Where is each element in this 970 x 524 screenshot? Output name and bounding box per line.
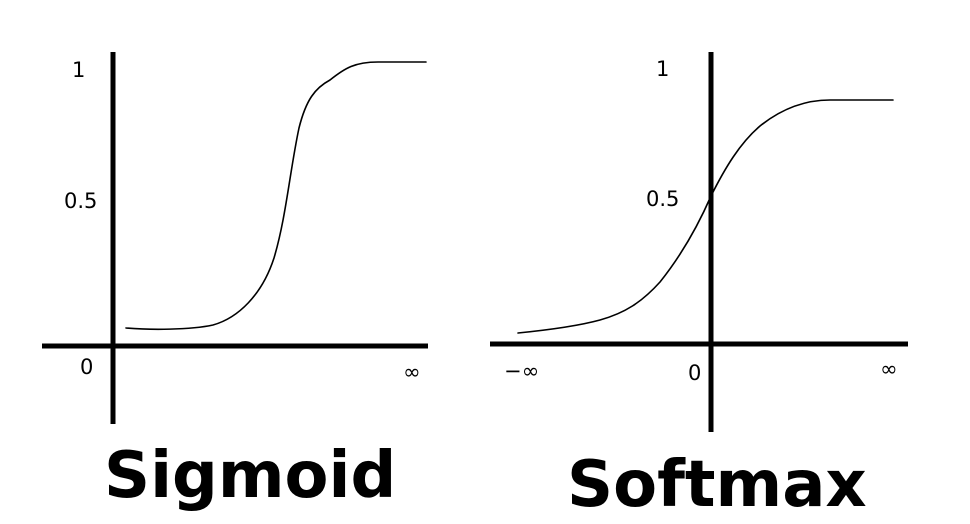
softmax-title: Softmax [567, 448, 867, 522]
softmax-curve [517, 99, 894, 334]
softmax-y-label-1: 1 [656, 57, 669, 81]
sigmoid-title: Sigmoid [104, 439, 396, 513]
softmax-x-label-neg-infinity: −∞ [504, 359, 539, 383]
sigmoid-origin-label: 0 [80, 355, 93, 379]
sigmoid-x-label-infinity: ∞ [403, 360, 421, 384]
sigmoid-curve [125, 61, 427, 331]
sigmoid-panel: 1 0.5 0 ∞ Sigmoid [42, 52, 428, 513]
sigmoid-y-label-1: 1 [72, 58, 85, 82]
softmax-panel: 1 0.5 0 −∞ ∞ Softmax [490, 52, 908, 522]
softmax-origin-label: 0 [688, 361, 701, 385]
softmax-x-label-infinity: ∞ [880, 357, 898, 381]
softmax-y-label-half: 0.5 [646, 187, 679, 211]
sigmoid-y-label-half: 0.5 [64, 189, 97, 213]
